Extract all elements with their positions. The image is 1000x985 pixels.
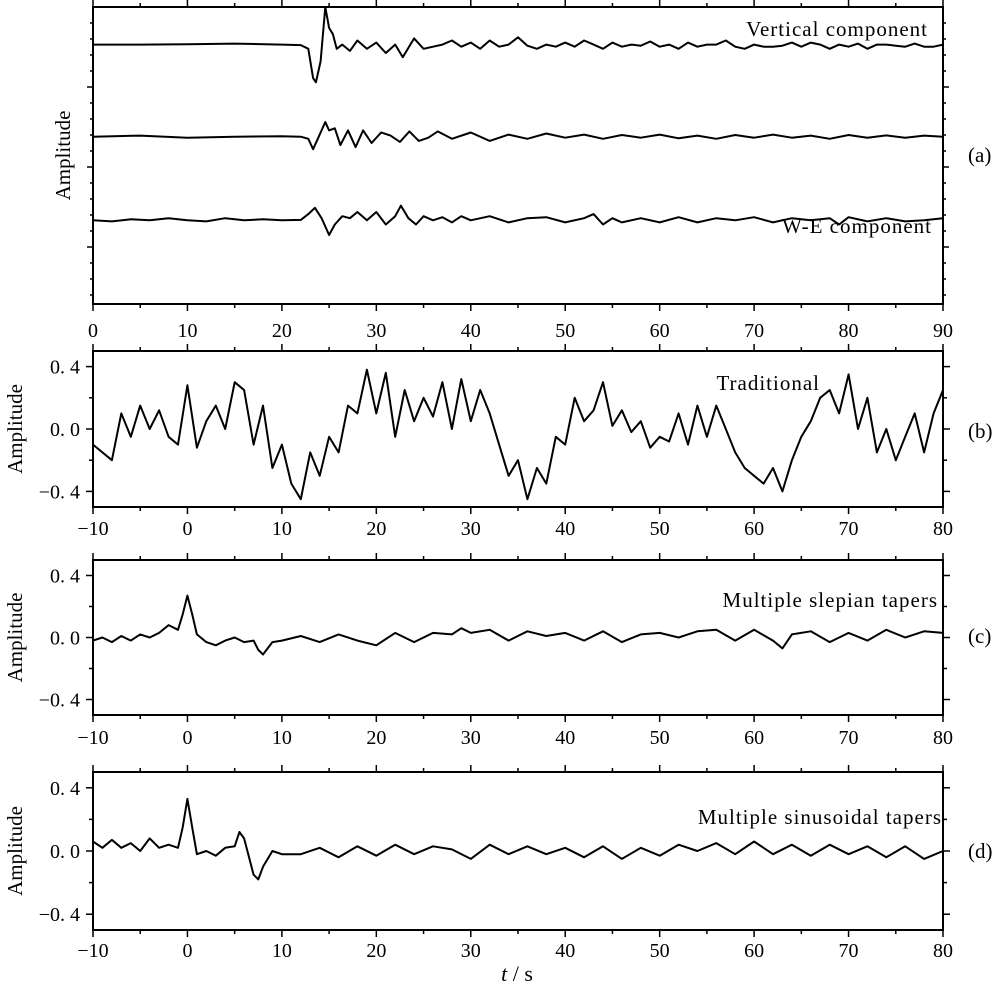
panel-tag: (d) — [968, 839, 993, 863]
y-axis-label: Amplitude — [3, 384, 27, 474]
x-tick-label: 70 — [839, 518, 859, 540]
x-tick-label: 40 — [555, 518, 575, 540]
x-tick-label: 50 — [650, 518, 670, 540]
panel-a: 0 10 20 30 40 50 60 70 80 90 Vertical component W-E… — [51, 0, 991, 342]
x-tick-label: 0 — [88, 320, 98, 342]
series-label: Multiple slepian tapers — [723, 588, 938, 612]
x-tick-label: 10 — [272, 727, 292, 749]
y-tick-label: 0. 0 — [50, 419, 80, 441]
y-tick-label: 0. 4 — [50, 778, 80, 800]
x-tick-label: 30 — [461, 518, 481, 540]
panel-d: −10 0 10 20 30 40 50 60 70 80 0. 4 0. 0 −0. 4 Multipl… — [3, 765, 993, 962]
y-axis-label: Amplitude — [3, 593, 27, 683]
x-tick-label: 20 — [366, 518, 386, 540]
x-tick-label: 30 — [461, 727, 481, 749]
x-tick-label: −10 — [77, 940, 108, 962]
x-tick-label: 20 — [366, 940, 386, 962]
x-tick-label: 90 — [933, 320, 953, 342]
x-tick-label: 0 — [182, 727, 192, 749]
series-line-vertical-component — [93, 6, 944, 84]
panel-tag: (c) — [968, 624, 991, 648]
x-tick-label: 20 — [272, 320, 292, 342]
x-tick-label: 70 — [839, 727, 859, 749]
series-label: Vertical component — [746, 17, 928, 41]
x-tick-label: 50 — [555, 320, 575, 342]
y-tick-label: −0. 4 — [39, 904, 80, 926]
y-tick-label: 0. 4 — [50, 357, 80, 379]
x-tick-label: 20 — [366, 727, 386, 749]
x-tick-label: 40 — [461, 320, 481, 342]
panel-c: −10 0 10 20 30 40 50 60 70 80 0. 4 0. 0 −0. 4 Multipl… — [3, 553, 991, 749]
x-tick-label: 70 — [744, 320, 764, 342]
panel-tag: (b) — [968, 419, 993, 443]
x-tick-label: 60 — [744, 940, 764, 962]
x-tick-label: 80 — [839, 320, 859, 342]
x-axis-label: t / s — [501, 961, 533, 985]
plot-frame — [92, 6, 944, 305]
x-tick-label: 30 — [366, 320, 386, 342]
x-tick-label: 30 — [461, 940, 481, 962]
x-tick-label: 60 — [744, 518, 764, 540]
x-tick-label: 80 — [933, 518, 953, 540]
x-tick-label: 70 — [839, 940, 859, 962]
x-tick-label: 50 — [650, 727, 670, 749]
x-tick-label: 60 — [650, 320, 670, 342]
x-tick-label: 10 — [272, 940, 292, 962]
x-axis-label-unit: / s — [507, 961, 533, 985]
x-axis-label-symbol: t — [501, 961, 508, 985]
y-tick-label: 0. 0 — [50, 841, 80, 863]
panel-tag: (a) — [968, 143, 991, 167]
y-tick-label: −0. 4 — [39, 481, 80, 503]
y-axis-label: Amplitude — [3, 806, 27, 896]
series-line-w-e-component — [92, 204, 944, 236]
panel-b: −10 0 10 20 30 40 50 60 70 80 0. 4 0. 0 −0. 4 Traditi… — [3, 344, 993, 540]
x-tick-label: 40 — [555, 727, 575, 749]
series-line-multiple-sinusoidal-tapers — [92, 797, 944, 881]
y-axis-label: Amplitude — [51, 111, 75, 201]
x-tick-label: 60 — [744, 727, 764, 749]
x-tick-label: 50 — [650, 940, 670, 962]
y-tick-label: −0. 4 — [39, 690, 80, 712]
x-tick-label: 0 — [182, 518, 192, 540]
series-line-n-s-component — [92, 121, 944, 151]
series-label: Multiple sinusoidal tapers — [698, 805, 942, 829]
x-tick-label: 80 — [933, 727, 953, 749]
x-tick-label: 80 — [933, 940, 953, 962]
x-tick-label: 10 — [272, 518, 292, 540]
plot-frame — [92, 559, 944, 716]
y-tick-label: 0. 4 — [50, 566, 80, 588]
x-tick-label: 10 — [177, 320, 197, 342]
series-line-multiple-slepian-tapers — [92, 594, 944, 656]
x-tick-label: −10 — [77, 727, 108, 749]
series-label: Traditional — [716, 371, 820, 395]
x-tick-label: 40 — [555, 940, 575, 962]
series-line-traditional — [92, 368, 944, 501]
x-tick-label: −10 — [77, 518, 108, 540]
y-tick-label: 0. 0 — [50, 628, 80, 650]
x-tick-label: 0 — [182, 940, 192, 962]
series-label: W-E component — [782, 214, 932, 238]
